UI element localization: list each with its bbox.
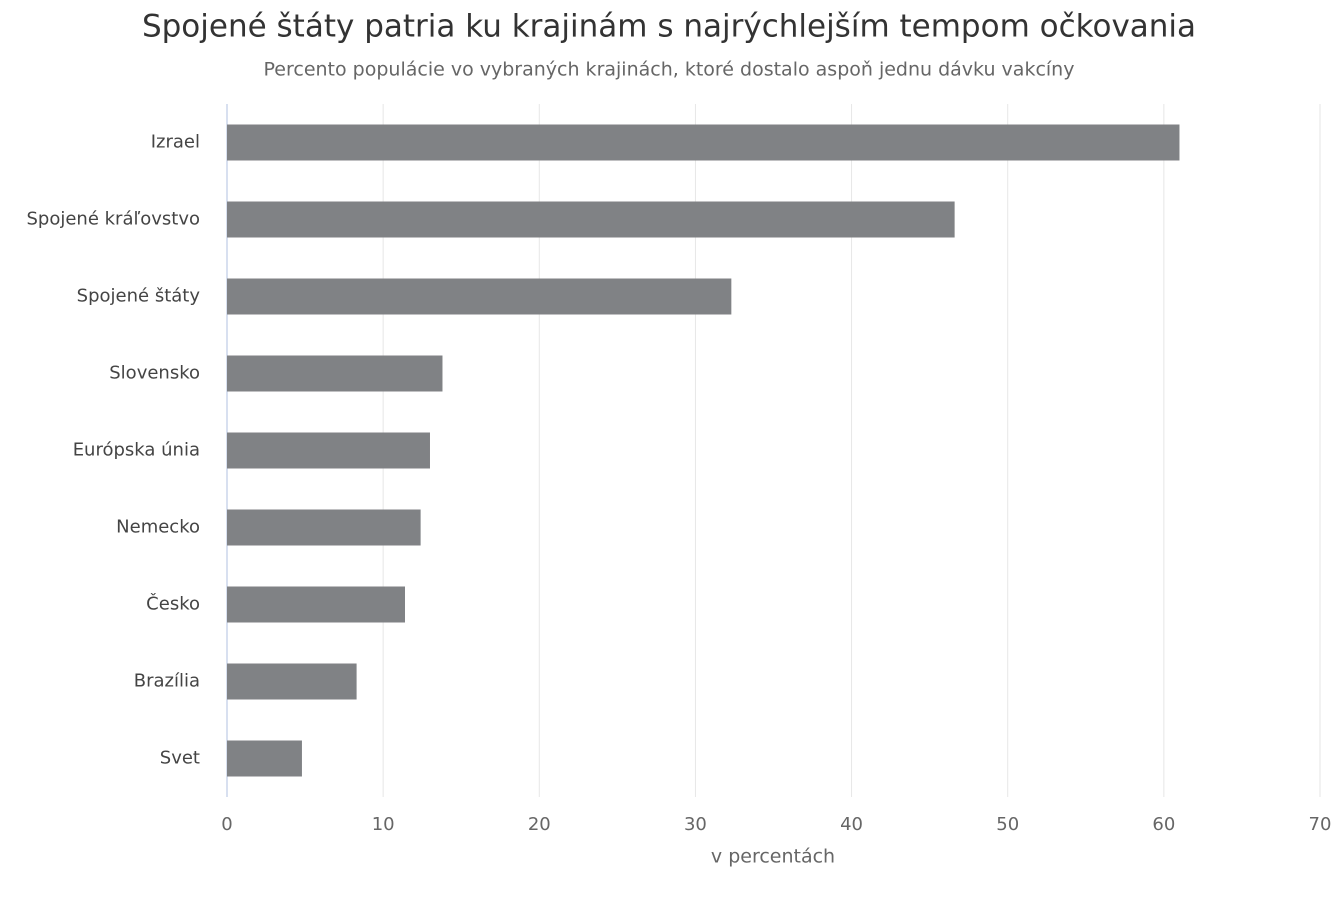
y-tick-label: Nemecko: [116, 517, 200, 538]
y-tick-label: Európska únia: [73, 440, 200, 461]
bar: [227, 201, 955, 238]
x-tick-label: 30: [684, 814, 707, 835]
x-tick-label: 70: [1309, 814, 1332, 835]
bar: [227, 586, 406, 623]
y-tick-label: Slovensko: [109, 363, 200, 384]
chart-subtitle: Percento populácie vo vybraných krajinác…: [264, 59, 1075, 81]
y-tick-label: Spojené štáty: [77, 286, 201, 307]
bar: [227, 355, 443, 392]
x-tick-label: 0: [221, 814, 232, 835]
bar: [227, 124, 1180, 161]
bar: [227, 663, 357, 700]
bar: [227, 432, 430, 469]
x-axis-label: v percentách: [711, 846, 835, 868]
x-tick-label: 20: [528, 814, 551, 835]
x-tick-label: 60: [1152, 814, 1175, 835]
bar: [227, 278, 732, 315]
y-tick-label: Brazília: [134, 671, 200, 692]
y-tick-label: Svet: [160, 748, 200, 769]
y-tick-label: Spojené kráľovstvo: [26, 209, 200, 230]
chart-title: Spojené štáty patria ku krajinám s najrý…: [142, 9, 1196, 45]
bar: [227, 740, 302, 777]
bar: [227, 509, 421, 546]
x-tick-label: 40: [840, 814, 863, 835]
y-tick-label: Česko: [146, 593, 200, 615]
x-tick-label: 10: [372, 814, 395, 835]
y-tick-label: Izrael: [151, 132, 200, 153]
x-tick-label: 50: [996, 814, 1019, 835]
